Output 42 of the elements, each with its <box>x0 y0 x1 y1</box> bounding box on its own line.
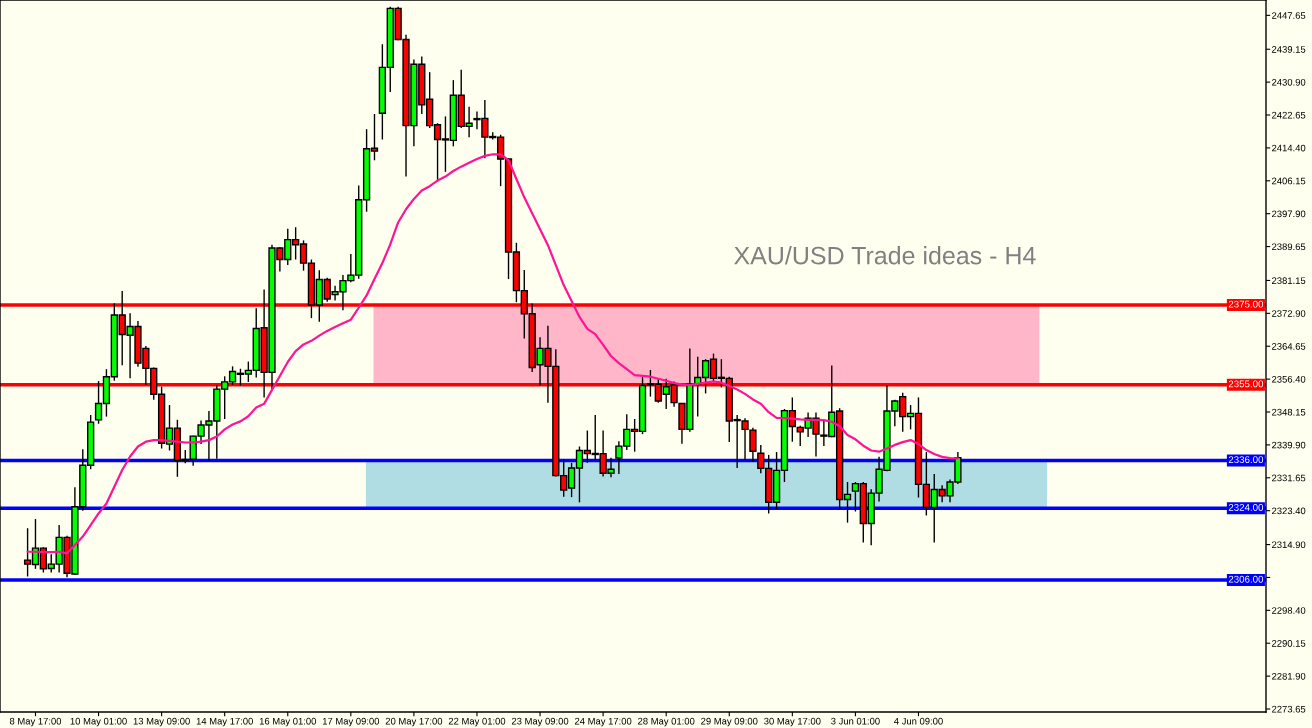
y-tick-label: 2290.15 <box>1272 640 1306 647</box>
y-tick-label: 2348.15 <box>1272 408 1306 416</box>
x-tick-label: 8 May 17:00 <box>9 717 62 727</box>
ref-line-label: 2324.00 <box>1228 504 1264 511</box>
y-tick-label: 2339.90 <box>1272 441 1306 449</box>
x-tick-label: 29 May 09:00 <box>701 717 758 727</box>
y-tick-label: 2397.90 <box>1272 210 1306 218</box>
ref-line-label: 2336.00 <box>1228 456 1264 464</box>
y-tick-label: 2422.65 <box>1272 111 1306 119</box>
x-tick-label: 14 May 17:00 <box>196 717 253 727</box>
annotation: XAU/USD Trade ideas - H4 <box>734 246 1036 265</box>
y-tick-label: 2381.15 <box>1272 277 1306 284</box>
x-tick-label: 28 May 01:00 <box>638 717 695 727</box>
y-tick-label: 2430.90 <box>1272 78 1306 86</box>
x-tick-label: 4 Jun 09:00 <box>894 717 943 725</box>
y-tick-label: 2356.40 <box>1272 375 1306 383</box>
y-tick-label: 2439.15 <box>1272 46 1306 53</box>
y-tick-label: 2389.65 <box>1272 243 1306 251</box>
ref-line-label: 2375.00 <box>1228 300 1264 308</box>
y-tick-label: 2298.40 <box>1272 607 1306 614</box>
y-tick-label: 2364.65 <box>1272 343 1306 350</box>
x-tick-label: 20 May 17:00 <box>385 717 443 727</box>
x-tick-label: 23 May 09:00 <box>511 717 569 727</box>
x-tick-label: 3 Jun 01:00 <box>831 717 880 725</box>
y-tick-label: 2331.65 <box>1272 474 1306 482</box>
x-tick-label: 22 May 01:00 <box>448 717 506 727</box>
y-tick-label: 2323.40 <box>1272 507 1306 515</box>
x-tick-label: 30 May 17:00 <box>764 717 821 727</box>
ref-line-label: 2306.00 <box>1228 575 1264 583</box>
x-tick-label: 13 May 09:00 <box>133 717 190 727</box>
y-tick-label: 2273.65 <box>1272 705 1306 713</box>
y-tick-label: 2447.65 <box>1272 12 1306 19</box>
x-tick-label: 16 May 01:00 <box>259 717 317 727</box>
y-tick-label: 2314.90 <box>1272 541 1306 549</box>
y-tick-label: 2372.90 <box>1272 310 1306 317</box>
y-tick-label: 2281.90 <box>1272 672 1306 680</box>
ref-line-label: 2355.00 <box>1228 380 1264 388</box>
x-tick-label: 10 May 01:00 <box>70 717 127 727</box>
x-tick-label: 17 May 09:00 <box>322 717 380 727</box>
y-tick-label: 2406.15 <box>1272 177 1306 185</box>
y-tick-label: 2414.40 <box>1272 144 1306 152</box>
x-tick-label: 24 May 17:00 <box>574 717 632 727</box>
